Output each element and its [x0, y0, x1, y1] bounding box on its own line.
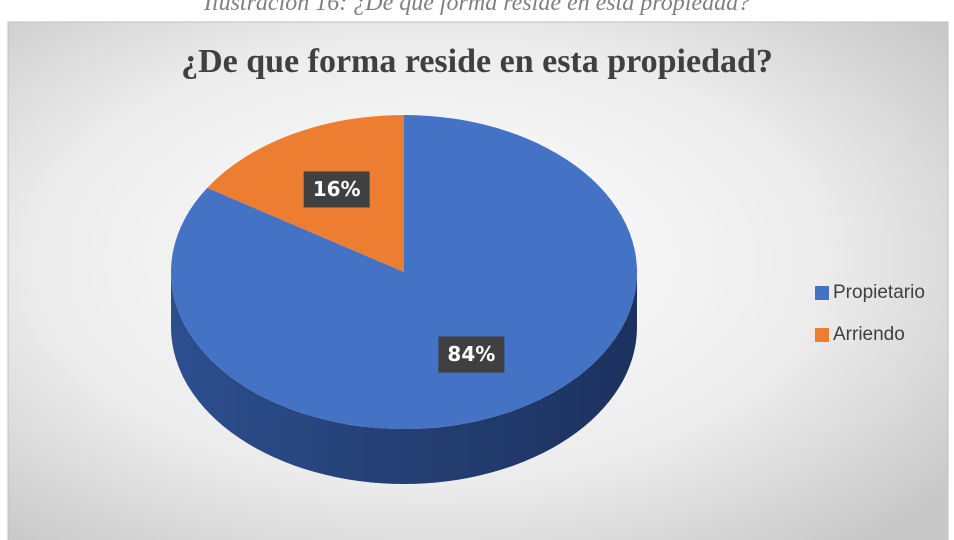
- legend-label: Arriendo: [833, 324, 905, 345]
- pie-side: [171, 272, 637, 484]
- data-label-box: [438, 336, 505, 373]
- data-label: 84%: [447, 342, 495, 366]
- legend-label: Propietario: [833, 282, 925, 303]
- data-label: 16%: [313, 177, 361, 201]
- chart-title: ¿De que forma reside en esta propiedad?: [181, 43, 773, 80]
- data-label-box: [303, 171, 370, 208]
- legend-swatch: [815, 328, 829, 342]
- caption: Ilustración 16: ¿De que forma reside en …: [203, 0, 750, 16]
- legend-swatch: [815, 286, 829, 300]
